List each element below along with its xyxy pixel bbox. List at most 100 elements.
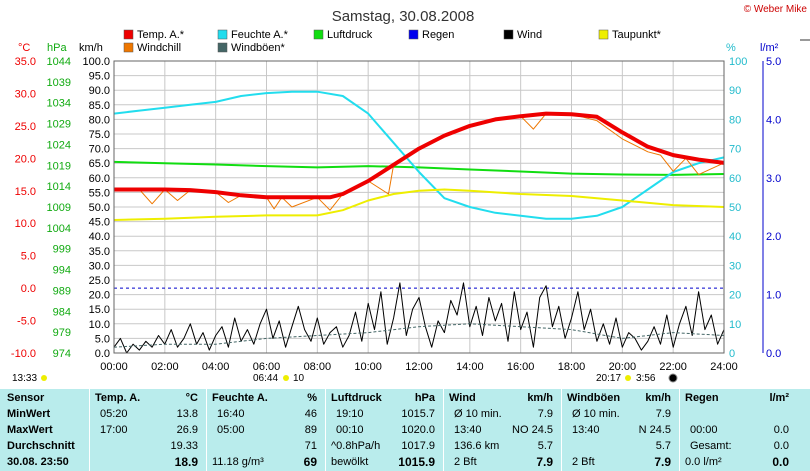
humidity-tick-label: 40: [729, 231, 741, 243]
wind-unit: km/h: [527, 392, 553, 404]
legend-swatch: [123, 29, 134, 40]
grid: [113, 60, 725, 354]
wind-tick-label: 55.0: [89, 187, 110, 199]
humidity-current: 69: [303, 455, 317, 469]
humidity-abs: 11.18 g/m³: [212, 456, 264, 468]
legend-swatch: [123, 42, 134, 53]
x-tick-label: 06:00: [253, 361, 281, 373]
wind-avg10: 7.9: [537, 408, 553, 420]
series-line-luftdruck: [113, 160, 725, 176]
wind-tick-label: 10.0: [89, 319, 110, 331]
legend: Temp. A.* Feuchte A.* Luftdruck Regen Wind Ta…: [123, 29, 662, 54]
moon-text: 10: [293, 373, 305, 384]
humidity-tick-label: 90: [729, 85, 741, 97]
series-line-temp-a: [114, 111, 725, 200]
pressure-avg: 1017.9: [401, 440, 435, 452]
pressure-max: 1020.0: [401, 424, 435, 436]
gust-current: 7.9: [654, 455, 671, 469]
legend-label: Feuchte A.*: [231, 29, 289, 41]
humidity-tick-label: 100: [729, 56, 747, 68]
rain-total: 0.0: [773, 440, 789, 452]
rain-axis-unit: l/m²: [760, 42, 779, 54]
pressure-min-time: 19:10: [336, 408, 364, 420]
humidity-tick-label: 70: [729, 144, 741, 156]
pressure-tick-label: 1034: [47, 98, 71, 110]
pressure-tick-label: 1019: [47, 160, 71, 172]
stats-table: Sensor MinWert MaxWert Durchschnitt 30.0…: [0, 389, 810, 471]
wind-avg: 5.7: [537, 440, 553, 452]
humidity-tick-label: 60: [729, 173, 741, 185]
rain-tick-label: 1.0: [766, 290, 781, 302]
wind-tick-label: 75.0: [89, 129, 110, 141]
gust-bft: 2 Bft: [572, 456, 595, 468]
x-tick-label: 22:00: [659, 361, 687, 373]
series-line-taupunkt: [113, 188, 725, 221]
humidity-min-time: 16:40: [217, 408, 245, 420]
wind-tick-label: 65.0: [89, 158, 110, 170]
wind-tick-label: 5.0: [95, 333, 110, 345]
humidity-tick-label: 50: [729, 202, 741, 214]
temp-min-time: 05:20: [100, 408, 128, 420]
wind-tick-label: 50.0: [89, 202, 110, 214]
pressure-min: 1015.7: [401, 408, 435, 420]
rain-time: 00:00: [690, 424, 718, 436]
day-length-text: 13:33: [12, 373, 37, 384]
wind-tick-label: 25.0: [89, 275, 110, 287]
legend-swatch: [217, 29, 228, 40]
rain-tick-label: 5.0: [766, 56, 781, 68]
pressure-unit: hPa: [414, 392, 435, 404]
wind-current: 7.9: [536, 455, 553, 469]
pressure-tick-label: 1029: [47, 119, 71, 131]
rain-current: 0.0: [772, 455, 789, 469]
legend-label: Temp. A.*: [137, 29, 185, 41]
temp-tick-label: 35.0: [15, 56, 36, 68]
temp-min: 13.8: [176, 408, 198, 420]
humidity-avg: 71: [304, 440, 317, 452]
legend-swatch: [503, 29, 514, 40]
temp-avg: 19.33: [170, 440, 198, 452]
pressure-current: 1015.9: [398, 455, 435, 469]
wind-bft: 2 Bft: [454, 456, 477, 468]
data-lines: [113, 90, 725, 354]
x-tick-label: 20:00: [609, 361, 637, 373]
chart-title: Samstag, 30.08.2008: [332, 8, 475, 25]
sunset-icon: [625, 375, 631, 381]
wind-tick-label: 100.0: [82, 56, 110, 68]
rain-unit: l/m²: [769, 392, 789, 404]
temp-unit: °C: [185, 392, 198, 404]
wind-max-time: 13:40: [454, 424, 482, 436]
rain-tick-label: 0.0: [766, 348, 781, 360]
wind-axis-unit: km/h: [79, 42, 103, 54]
rain-tick-label: 3.0: [766, 173, 781, 185]
gust-avg10-label: Ø 10 min.: [572, 408, 620, 420]
legend-swatch: [598, 29, 609, 40]
legend-swatch: [217, 42, 228, 53]
temp-max-time: 17:00: [100, 424, 128, 436]
rain-amount: 0.0 l/m²: [685, 456, 722, 468]
legend-label: Windböen*: [231, 42, 286, 54]
gust-title: Windböen: [567, 392, 621, 404]
row-label-current: 30.08. 23:50: [7, 456, 69, 468]
legend-swatch: [313, 29, 324, 40]
pressure-tick-label: 1009: [47, 202, 71, 214]
humidity-axis-unit: %: [726, 42, 736, 54]
humidity-tick-label: 20: [729, 290, 741, 302]
pressure-tick-label: 974: [53, 348, 71, 360]
pressure-axis-unit: hPa: [47, 42, 67, 54]
temp-tick-label: 0.0: [21, 283, 36, 295]
temp-max: 26.9: [176, 424, 198, 436]
x-tick-label: 02:00: [151, 361, 179, 373]
sunrise-text: 06:44: [253, 373, 278, 384]
x-tick-label: 04:00: [202, 361, 230, 373]
wind-tick-label: 60.0: [89, 173, 110, 185]
temp-axis-unit: °C: [18, 42, 30, 54]
wind-max: NO 24.5: [512, 424, 553, 436]
rain-tick-label: 4.0: [766, 114, 781, 126]
pressure-tick-label: 1044: [47, 56, 71, 68]
pressure-trend: ^0.8hPa/h: [331, 440, 381, 452]
humidity-tick-label: 10: [729, 319, 741, 331]
temp-tick-label: 5.0: [21, 251, 36, 263]
temp-tick-label: 30.0: [15, 88, 36, 100]
temp-tick-label: -10.0: [11, 348, 36, 360]
wind-tick-label: 30.0: [89, 260, 110, 272]
